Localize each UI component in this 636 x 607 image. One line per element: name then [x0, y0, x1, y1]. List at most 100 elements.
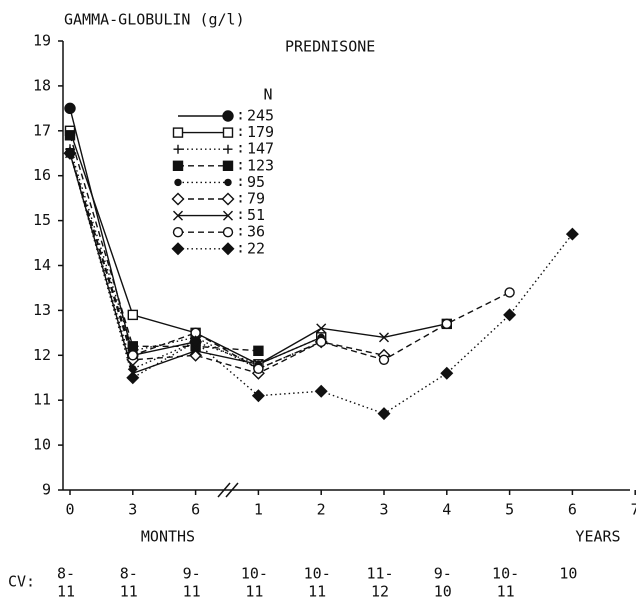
- legend-label: 123: [247, 156, 274, 174]
- x-unit-label: YEARS: [575, 528, 620, 546]
- marker: [440, 366, 454, 380]
- x-tick-label: 3: [128, 501, 137, 519]
- cv-value: 9-: [434, 565, 452, 583]
- x-tick-label: 4: [442, 501, 451, 519]
- cv-value: 11: [183, 583, 201, 601]
- marker: [224, 178, 232, 187]
- marker: [253, 345, 264, 357]
- legend-label: 51: [247, 206, 265, 224]
- y-tick-label: 16: [33, 166, 51, 184]
- y-tick-label: 17: [33, 121, 51, 139]
- legend-header: N: [263, 86, 272, 104]
- marker: [377, 407, 391, 421]
- legend-colon: ∶: [236, 190, 245, 208]
- legend-label: 79: [247, 190, 265, 208]
- series-line: [69, 153, 510, 370]
- marker: [127, 350, 139, 361]
- cv-value: 10: [434, 583, 452, 601]
- marker: [190, 345, 201, 356]
- marker: [504, 287, 515, 298]
- cv-value: 11: [57, 583, 75, 601]
- legend-colon: ∶: [236, 223, 245, 241]
- marker: [171, 242, 185, 256]
- marker: [223, 144, 233, 154]
- marker: [222, 127, 234, 138]
- cv-value: 10-: [492, 565, 519, 583]
- legend-label: 147: [247, 140, 274, 158]
- marker: [221, 192, 235, 206]
- marker: [171, 192, 185, 206]
- x-unit-label: MONTHS: [141, 528, 195, 546]
- axis-break: [217, 482, 239, 498]
- legend-label: 22: [247, 239, 265, 257]
- marker: [379, 332, 389, 343]
- marker: [314, 384, 328, 398]
- cv-value: 8-: [120, 565, 138, 583]
- y-tick-label: 13: [33, 301, 51, 319]
- marker: [173, 210, 183, 221]
- y-tick-label: 11: [33, 391, 51, 409]
- marker: [441, 318, 452, 330]
- cv-label: CV:: [8, 573, 35, 591]
- marker: [127, 309, 139, 321]
- marker: [63, 146, 77, 160]
- marker: [64, 130, 76, 141]
- x-tick-label: 6: [568, 501, 577, 519]
- x-tick-label: 6: [191, 501, 200, 519]
- x-tick-label: 2: [317, 501, 326, 519]
- marker: [189, 335, 203, 349]
- legend-label: 245: [247, 107, 274, 125]
- marker: [172, 226, 184, 238]
- y-tick-label: 19: [33, 32, 51, 50]
- cv-value: 10: [559, 565, 577, 583]
- marker: [503, 308, 517, 322]
- legend-label: 95: [247, 173, 265, 191]
- cv-value: 8-: [57, 565, 75, 583]
- marker: [173, 144, 183, 154]
- marker: [64, 102, 76, 115]
- cv-value: 11: [308, 583, 326, 601]
- marker: [223, 210, 233, 221]
- cv-value: 12: [371, 583, 389, 601]
- x-tick-label: 7: [631, 501, 636, 519]
- marker: [565, 227, 579, 241]
- x-tick-label: 3: [379, 501, 388, 519]
- legend-colon: ∶: [236, 206, 245, 224]
- x-tick-label: 0: [65, 501, 74, 519]
- y-axis-label: GAMMA-GLOBULIN (g/l): [64, 11, 245, 29]
- marker: [251, 389, 265, 403]
- marker: [253, 363, 264, 374]
- marker: [172, 127, 184, 138]
- marker: [316, 323, 327, 334]
- series-line: [69, 135, 259, 352]
- legend-colon: ∶: [236, 107, 245, 125]
- subtitle: PREDNISONE: [285, 38, 375, 56]
- cv-value: 11: [245, 583, 263, 601]
- series-line: [69, 153, 573, 415]
- cv-value: 11: [497, 583, 515, 601]
- y-tick-label: 14: [33, 256, 51, 274]
- marker: [127, 341, 139, 352]
- marker: [126, 371, 140, 385]
- cv-value: 11: [120, 583, 138, 601]
- series-line: [69, 153, 385, 375]
- marker: [222, 160, 234, 172]
- legend-label: 36: [247, 223, 265, 241]
- marker: [316, 336, 327, 348]
- y-tick-label: 10: [33, 436, 51, 454]
- marker: [172, 160, 184, 172]
- y-tick-label: 18: [33, 76, 51, 94]
- cv-value: 10-: [241, 565, 268, 583]
- legend-colon: ∶: [236, 140, 245, 158]
- marker: [221, 242, 235, 256]
- legend-colon: ∶: [236, 173, 245, 191]
- marker: [189, 348, 203, 362]
- legend-colon: ∶: [236, 239, 245, 257]
- legend-label: 179: [247, 123, 274, 141]
- cv-value: 10-: [304, 565, 331, 583]
- marker: [174, 178, 182, 187]
- marker: [378, 354, 390, 365]
- y-tick-label: 15: [33, 211, 51, 229]
- cv-value: 9-: [183, 565, 201, 583]
